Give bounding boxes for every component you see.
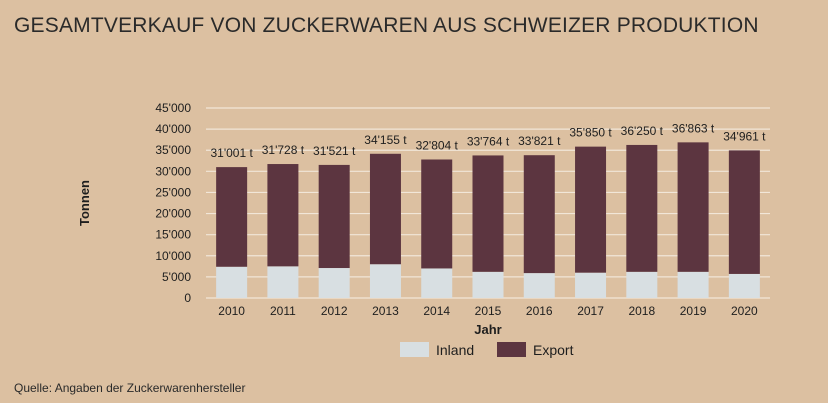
y-tick-label: 10'000 bbox=[155, 249, 191, 263]
total-label: 34'155 t bbox=[364, 133, 407, 147]
x-tick-label: 2013 bbox=[372, 304, 399, 318]
bar-export bbox=[523, 155, 555, 274]
y-axis-ticks: 0 5'000 10'000 15'000 20'000 25'000 30'000 35'0… bbox=[155, 101, 191, 305]
total-label: 36'863 t bbox=[672, 121, 715, 135]
x-tick-label: 2017 bbox=[577, 304, 604, 318]
bar-export bbox=[318, 164, 350, 269]
bar-export bbox=[421, 159, 453, 269]
bar-export bbox=[267, 164, 299, 267]
bar-export bbox=[626, 144, 658, 272]
bar-inland bbox=[472, 271, 504, 298]
bar-inland bbox=[728, 273, 760, 298]
total-label: 31'521 t bbox=[313, 144, 356, 158]
x-tick-label: 2014 bbox=[423, 304, 450, 318]
x-tick-label: 2016 bbox=[526, 304, 553, 318]
bar-export bbox=[472, 155, 504, 272]
total-label: 32'804 t bbox=[416, 138, 459, 152]
bar-export bbox=[728, 150, 760, 274]
bar-export bbox=[575, 146, 607, 273]
total-label: 36'250 t bbox=[621, 124, 664, 138]
total-label: 35'850 t bbox=[569, 126, 612, 140]
legend-label-export: Export bbox=[533, 342, 574, 358]
bar-export bbox=[369, 153, 401, 265]
y-tick-label: 30'000 bbox=[155, 164, 191, 178]
x-axis-label: Jahr bbox=[474, 322, 501, 337]
x-tick-label: 2020 bbox=[731, 304, 758, 318]
y-tick-label: 0 bbox=[184, 291, 191, 305]
y-tick-label: 45'000 bbox=[155, 101, 191, 115]
x-tick-label: 2015 bbox=[475, 304, 502, 318]
total-label: 31'728 t bbox=[262, 143, 305, 157]
y-axis-label: Tonnen bbox=[77, 180, 92, 226]
x-tick-label: 2019 bbox=[680, 304, 707, 318]
bar-export bbox=[216, 167, 248, 267]
bar-inland bbox=[267, 266, 299, 298]
x-tick-label: 2018 bbox=[628, 304, 655, 318]
bar-inland bbox=[216, 266, 248, 298]
y-tick-label: 35'000 bbox=[155, 143, 191, 157]
y-tick-label: 40'000 bbox=[155, 122, 191, 136]
bars bbox=[216, 142, 760, 298]
x-tick-label: 2010 bbox=[218, 304, 245, 318]
bar-inland bbox=[626, 271, 658, 298]
total-labels: 31'001 t 31'728 t 31'521 t 34'155 t 32'804 t… bbox=[210, 121, 766, 160]
bar-inland bbox=[575, 272, 607, 298]
y-tick-label: 20'000 bbox=[155, 207, 191, 221]
bar-inland bbox=[318, 268, 350, 298]
total-label: 34'961 t bbox=[723, 129, 766, 143]
chart-title: GESAMTVERKAUF VON ZUCKERWAREN AUS SCHWEI… bbox=[14, 14, 759, 37]
bar-inland bbox=[677, 271, 709, 298]
total-label: 31'001 t bbox=[210, 146, 253, 160]
legend-swatch-inland bbox=[400, 342, 429, 357]
legend-swatch-export bbox=[497, 342, 526, 357]
total-label: 33'764 t bbox=[467, 134, 510, 148]
x-axis-ticks: 2010 2011 2012 2013 2014 2015 2016 2017 2018 2019… bbox=[218, 304, 758, 318]
y-tick-label: 15'000 bbox=[155, 228, 191, 242]
bar-inland bbox=[523, 273, 555, 298]
x-tick-label: 2011 bbox=[270, 304, 296, 318]
x-tick-label: 2012 bbox=[321, 304, 348, 318]
bar-export bbox=[677, 142, 709, 272]
y-tick-label: 5'000 bbox=[162, 270, 191, 284]
source-note: Quelle: Angaben der Zuckerwarenherstelle… bbox=[14, 381, 246, 395]
legend: Inland Export bbox=[400, 342, 574, 358]
legend-label-inland: Inland bbox=[436, 342, 474, 358]
y-tick-label: 25'000 bbox=[155, 185, 191, 199]
total-label: 33'821 t bbox=[518, 134, 561, 148]
bar-inland bbox=[369, 264, 401, 298]
bar-inland bbox=[421, 268, 453, 298]
